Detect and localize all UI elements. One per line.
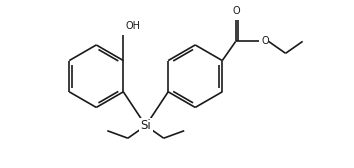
Text: OH: OH bbox=[125, 21, 141, 31]
Text: Si: Si bbox=[141, 119, 151, 132]
Text: O: O bbox=[262, 36, 269, 46]
Text: O: O bbox=[233, 6, 241, 16]
